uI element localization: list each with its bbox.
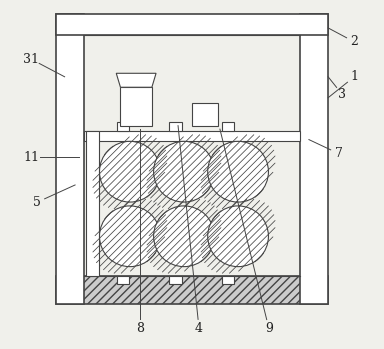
Text: 11: 11 (23, 150, 40, 164)
Circle shape (99, 141, 160, 202)
Text: 1: 1 (350, 70, 358, 83)
Polygon shape (116, 73, 156, 87)
Bar (117, 122, 129, 131)
Text: 2: 2 (350, 35, 358, 49)
Bar (56, 14, 84, 304)
Circle shape (99, 206, 160, 267)
Circle shape (154, 141, 214, 202)
Bar (169, 122, 182, 131)
Text: 8: 8 (136, 321, 144, 335)
Bar (121, 87, 152, 126)
Bar (192, 103, 218, 126)
Text: 5: 5 (33, 196, 41, 209)
Bar (117, 276, 129, 284)
Bar (56, 276, 328, 304)
Circle shape (208, 206, 268, 267)
Text: 31: 31 (23, 53, 40, 66)
Text: 7: 7 (334, 147, 343, 160)
Text: 3: 3 (338, 88, 346, 101)
Bar (300, 14, 328, 304)
Bar (222, 122, 234, 131)
Bar (169, 276, 182, 284)
Bar (222, 276, 234, 284)
Text: 9: 9 (265, 321, 273, 335)
Circle shape (208, 141, 268, 202)
Bar (56, 14, 328, 35)
Circle shape (154, 206, 214, 267)
Bar (86, 131, 99, 276)
Bar (84, 131, 300, 141)
Text: 4: 4 (195, 321, 203, 335)
